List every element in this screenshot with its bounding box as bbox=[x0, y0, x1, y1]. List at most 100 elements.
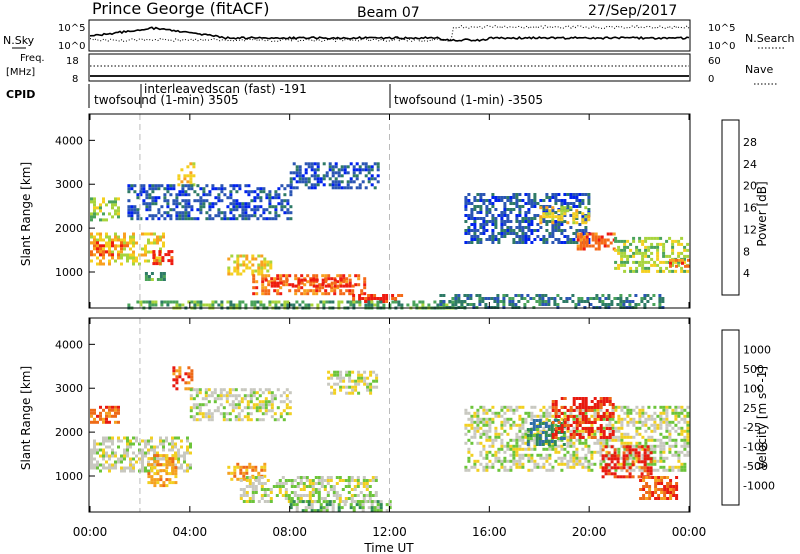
heatmap-cell bbox=[632, 420, 636, 424]
heatmap-cell bbox=[539, 456, 543, 460]
heatmap-cell bbox=[333, 286, 337, 290]
heatmap-cell bbox=[242, 491, 246, 494]
heatmap-cell bbox=[439, 300, 443, 303]
heatmap-cell bbox=[166, 190, 170, 194]
heatmap-cell bbox=[677, 432, 681, 436]
heatmap-cell bbox=[581, 221, 585, 225]
heatmap-cell bbox=[473, 435, 477, 439]
heatmap-cell bbox=[599, 447, 603, 451]
heatmap-cell bbox=[635, 456, 639, 460]
heatmap-cell bbox=[159, 457, 162, 461]
heatmap-cell bbox=[650, 417, 654, 421]
heatmap-cell bbox=[476, 420, 480, 424]
heatmap-cell bbox=[108, 439, 111, 443]
heatmap-cell bbox=[653, 438, 657, 442]
heatmap-cell bbox=[623, 245, 627, 249]
heatmap-cell bbox=[239, 263, 243, 267]
heatmap-cell bbox=[238, 184, 242, 188]
heatmap-cell bbox=[111, 215, 114, 219]
heatmap-cell bbox=[524, 435, 528, 439]
heatmap-cell bbox=[608, 429, 612, 433]
heatmap-cell bbox=[132, 238, 135, 242]
heatmap-cell bbox=[162, 457, 165, 461]
heatmap-cell bbox=[509, 405, 513, 409]
heatmap-cell bbox=[324, 274, 328, 278]
heatmap-cell bbox=[141, 232, 144, 236]
heatmap-cell bbox=[515, 450, 519, 454]
heatmap-cell bbox=[603, 241, 607, 245]
heatmap-cell bbox=[127, 208, 131, 212]
heatmap-cell bbox=[623, 447, 627, 451]
heatmap-cell bbox=[276, 289, 280, 293]
heatmap-cell bbox=[584, 206, 588, 210]
heatmap-cell bbox=[295, 503, 299, 507]
heatmap-cell bbox=[644, 438, 648, 442]
heatmap-cell bbox=[578, 438, 582, 442]
heatmap-cell bbox=[620, 468, 624, 472]
heatmap-cell bbox=[337, 503, 341, 507]
heatmap-cell bbox=[127, 303, 131, 307]
heatmap-cell bbox=[665, 426, 669, 430]
heatmap-cell bbox=[144, 469, 147, 473]
heatmap-cell bbox=[120, 247, 123, 251]
heatmap-cell bbox=[202, 193, 206, 197]
heatmap-cell bbox=[593, 462, 597, 466]
heatmap-cell bbox=[623, 242, 627, 246]
heatmap-cell bbox=[208, 202, 212, 206]
heatmap-cell bbox=[328, 162, 332, 166]
heatmap-cell bbox=[312, 284, 316, 288]
heatmap-cell bbox=[500, 229, 504, 232]
heatmap-cell bbox=[512, 193, 516, 196]
heatmap-cell bbox=[509, 226, 513, 229]
heatmap-cell bbox=[584, 465, 588, 469]
heatmap-cell bbox=[99, 454, 102, 458]
heatmap-cell bbox=[518, 423, 522, 427]
heatmap-cell bbox=[527, 453, 531, 457]
heatmap-cell bbox=[340, 165, 344, 169]
heatmap-cell bbox=[237, 394, 241, 398]
heatmap-cell bbox=[548, 212, 552, 216]
heatmap-cell bbox=[620, 239, 624, 243]
heatmap-cell bbox=[506, 208, 510, 211]
heatmap-cell bbox=[161, 259, 165, 263]
heatmap-cell bbox=[554, 220, 558, 223]
heatmap-cell bbox=[638, 411, 642, 415]
heatmap-cell bbox=[548, 215, 552, 219]
heatmap-cell bbox=[683, 257, 687, 261]
heatmap-cell bbox=[351, 284, 355, 288]
heatmap-cell bbox=[648, 497, 652, 500]
heatmap-cell bbox=[135, 259, 138, 263]
heatmap-cell bbox=[659, 417, 663, 421]
heatmap-cell bbox=[497, 435, 501, 439]
heatmap-cell bbox=[680, 462, 684, 466]
heatmap-cell bbox=[286, 217, 290, 221]
heatmap-cell bbox=[333, 382, 337, 386]
heatmap-cell bbox=[114, 259, 117, 263]
heatmap-cell bbox=[581, 202, 585, 205]
heatmap-cell bbox=[481, 297, 485, 300]
colorbar-tick-label: 500 bbox=[743, 363, 764, 376]
heatmap-cell bbox=[261, 274, 265, 278]
heatmap-cell bbox=[111, 253, 114, 257]
heatmap-cell bbox=[126, 466, 129, 470]
heatmap-cell bbox=[135, 439, 138, 443]
heatmap-cell bbox=[298, 168, 302, 172]
heatmap-cell bbox=[454, 294, 458, 297]
heatmap-cell bbox=[162, 463, 166, 467]
heatmap-cell bbox=[584, 415, 588, 418]
heatmap-cell bbox=[532, 419, 536, 422]
heatmap-cell bbox=[521, 217, 525, 220]
heatmap-cell bbox=[642, 497, 646, 500]
heatmap-cell bbox=[653, 405, 657, 409]
heatmap-cell bbox=[677, 456, 681, 460]
heatmap-cell bbox=[581, 199, 585, 202]
heatmap-cell bbox=[648, 494, 652, 497]
heatmap-cell bbox=[139, 184, 143, 188]
heatmap-cell bbox=[596, 417, 600, 421]
heatmap-cell bbox=[635, 444, 639, 448]
heatmap-cell bbox=[514, 294, 518, 297]
heatmap-cell bbox=[235, 205, 239, 209]
heatmap-cell bbox=[686, 420, 690, 424]
heatmap-cell bbox=[163, 199, 167, 203]
heatmap-cell bbox=[601, 469, 605, 473]
